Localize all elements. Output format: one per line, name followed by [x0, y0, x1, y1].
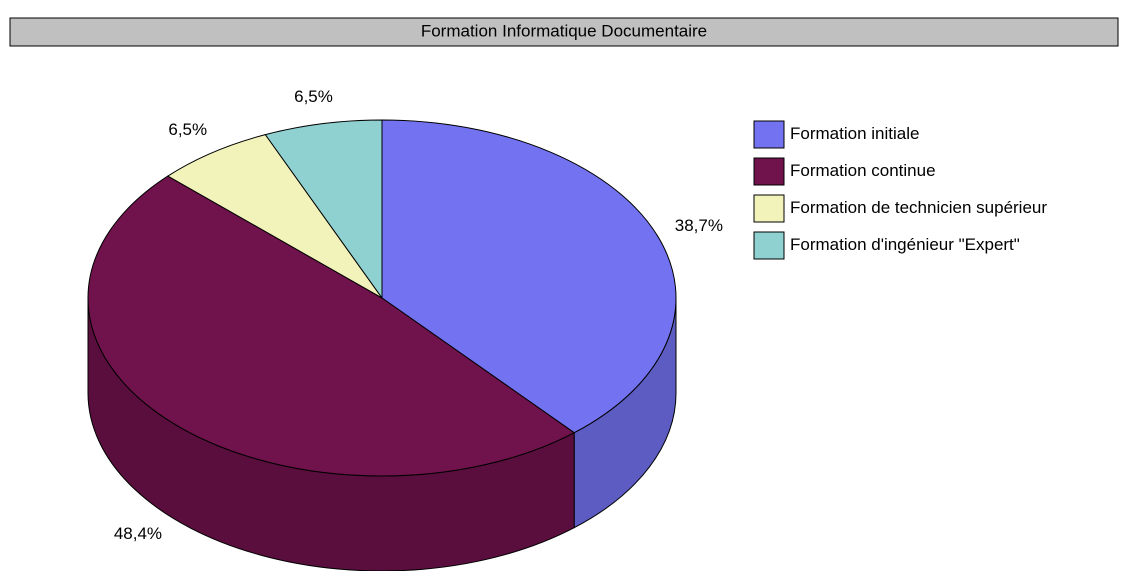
legend-swatch	[753, 120, 785, 149]
legend-label: Formation d'ingénieur "Expert"	[790, 235, 1020, 254]
legend-label: Formation initiale	[790, 124, 919, 143]
legend-swatch	[753, 194, 785, 223]
data-label: 38,7%	[675, 216, 723, 235]
pie-slice	[381, 119, 677, 434]
data-label: 6,5%	[168, 120, 207, 139]
pie-slice	[166, 134, 383, 299]
pie-slice	[264, 119, 383, 300]
data-label: 48,4%	[114, 524, 162, 543]
title-bar	[9, 17, 1119, 47]
data-label: 6,5%	[294, 87, 333, 106]
legend-label: Formation continue	[790, 161, 936, 180]
legend-swatch	[753, 231, 785, 260]
chart-title: Formation Informatique Documentaire	[421, 21, 707, 40]
pie-slice	[87, 175, 576, 477]
legend-label: Formation de technicien supérieur	[790, 198, 1047, 217]
legend-swatch	[753, 157, 785, 186]
